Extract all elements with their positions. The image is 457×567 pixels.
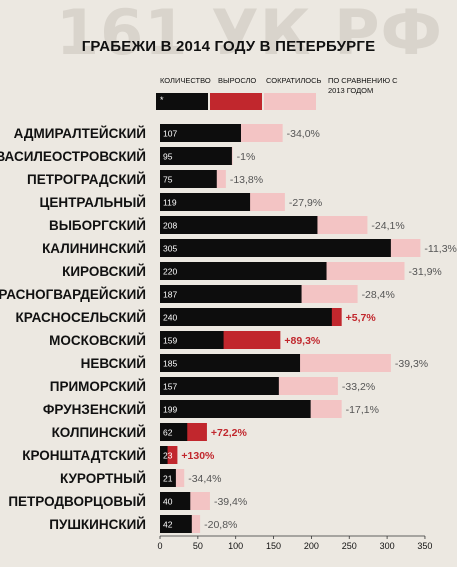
x-tick-label-2: 100 — [228, 541, 243, 551]
category-label-7: КРАСНОГВАРДЕЙСКИЙ — [0, 287, 146, 302]
change-label-6: -31,9% — [409, 266, 442, 278]
value-label-12: 199 — [163, 405, 177, 415]
change-label-15: -34,4% — [188, 473, 221, 485]
category-label-10: НЕВСКИЙ — [81, 356, 146, 371]
value-bar-0 — [160, 124, 241, 142]
x-tick-label-3: 150 — [266, 541, 281, 551]
value-bar-6 — [160, 262, 327, 280]
value-label-13: 62 — [163, 428, 173, 438]
category-label-14: КРОНШТАДТСКИЙ — [22, 448, 146, 463]
value-label-5: 305 — [163, 244, 177, 254]
watermark-text: 161 УК РФ — [56, 0, 443, 69]
value-bar-3 — [160, 193, 251, 211]
value-label-17: 42 — [163, 520, 173, 530]
change-label-0: -34,0% — [287, 128, 320, 140]
value-bar-7 — [160, 285, 302, 303]
legend-comparison-label: ПО СРАВНЕНИЮ С 2013 ГОДОМ — [328, 76, 398, 96]
change-label-10: -39,3% — [395, 358, 428, 370]
value-bar-13 — [160, 423, 188, 441]
value-bar-9 — [160, 331, 224, 349]
value-bar-14 — [160, 446, 168, 464]
change-label-8: +5,7% — [346, 312, 377, 324]
category-label-17: ПУШКИНСКИЙ — [49, 517, 146, 532]
change-label-3: -27,9% — [289, 197, 322, 209]
value-label-7: 187 — [163, 290, 177, 300]
legend-decrease-label: СОКРАТИЛОСЬ — [266, 76, 322, 85]
legend-swatch-mark: * — [160, 95, 164, 105]
value-label-16: 40 — [163, 497, 173, 507]
category-label-6: КИРОВСКИЙ — [62, 264, 146, 279]
change-label-2: -13,8% — [230, 174, 263, 186]
value-bar-17 — [160, 515, 192, 533]
change-label-1: -1% — [237, 151, 256, 163]
legend-increase-swatch — [210, 93, 262, 110]
value-label-2: 75 — [163, 175, 173, 185]
value-label-1: 95 — [163, 152, 173, 162]
value-label-6: 220 — [163, 267, 177, 277]
value-bar-12 — [160, 400, 311, 418]
value-bar-15 — [160, 469, 176, 487]
value-label-10: 185 — [163, 359, 177, 369]
x-tick-label-0: 0 — [157, 541, 162, 551]
change-label-7: -28,4% — [362, 289, 395, 301]
value-bar-5 — [160, 239, 391, 257]
change-label-11: -33,2% — [342, 381, 375, 393]
category-label-2: ПЕТРОГРАДСКИЙ — [27, 172, 146, 187]
change-label-14: +130% — [181, 450, 215, 462]
category-label-15: КУРОРТНЫЙ — [60, 471, 146, 486]
x-tick-label-4: 200 — [304, 541, 319, 551]
change-label-4: -24,1% — [371, 220, 404, 232]
x-tick-label-5: 250 — [342, 541, 357, 551]
x-tick-label-6: 300 — [380, 541, 395, 551]
category-label-12: ФРУНЗЕНСКИЙ — [43, 402, 146, 417]
value-bar-11 — [160, 377, 279, 395]
value-bar-10 — [160, 354, 301, 372]
value-label-15: 21 — [163, 474, 173, 484]
category-label-8: КРАСНОСЕЛЬСКИЙ — [16, 310, 146, 325]
x-tick-label-7: 350 — [417, 541, 432, 551]
value-label-11: 157 — [163, 382, 177, 392]
category-label-1: ВАСИЛЕОСТРОВСКИЙ — [0, 149, 146, 164]
legend-increase-label: ВЫРОСЛО — [218, 76, 257, 85]
category-label-4: ВЫБОРГСКИЙ — [49, 218, 146, 233]
category-label-9: МОСКОВСКИЙ — [49, 333, 146, 348]
category-label-3: ЦЕНТРАЛЬНЫЙ — [40, 195, 146, 210]
value-label-3: 119 — [163, 198, 177, 208]
value-label-4: 208 — [163, 221, 177, 231]
value-bar-8 — [160, 308, 332, 326]
change-label-5: -11,3% — [424, 243, 457, 255]
change-label-13: +72,2% — [211, 427, 248, 439]
value-bar-2 — [160, 170, 217, 188]
x-tick-label-1: 50 — [193, 541, 203, 551]
category-label-5: КАЛИНИНСКИЙ — [42, 241, 146, 256]
value-bar-16 — [160, 492, 191, 510]
change-label-9: +89,3% — [284, 335, 321, 347]
value-label-0: 107 — [163, 129, 177, 139]
value-label-8: 240 — [163, 313, 177, 323]
change-label-17: -20,8% — [204, 519, 237, 531]
category-label-0: АДМИРАЛТЕЙСКИЙ — [14, 126, 146, 141]
change-label-12: -17,1% — [346, 404, 379, 416]
value-bar-1 — [160, 147, 232, 165]
legend-quantity-swatch: * — [156, 93, 208, 110]
value-bar-4 — [160, 216, 318, 234]
value-label-9: 159 — [163, 336, 177, 346]
change-label-16: -39,4% — [214, 496, 247, 508]
chart-title: ГРАБЕЖИ В 2014 ГОДУ В ПЕТЕРБУРГЕ — [81, 38, 376, 55]
legend-quantity-label: КОЛИЧЕСТВО — [160, 76, 211, 85]
value-label-14: 23 — [163, 451, 173, 461]
category-label-13: КОЛПИНСКИЙ — [52, 425, 146, 440]
category-label-16: ПЕТРОДВОРЦОВЫЙ — [8, 494, 146, 509]
category-label-11: ПРИМОРСКИЙ — [50, 379, 146, 394]
legend-decrease-swatch — [264, 93, 316, 110]
